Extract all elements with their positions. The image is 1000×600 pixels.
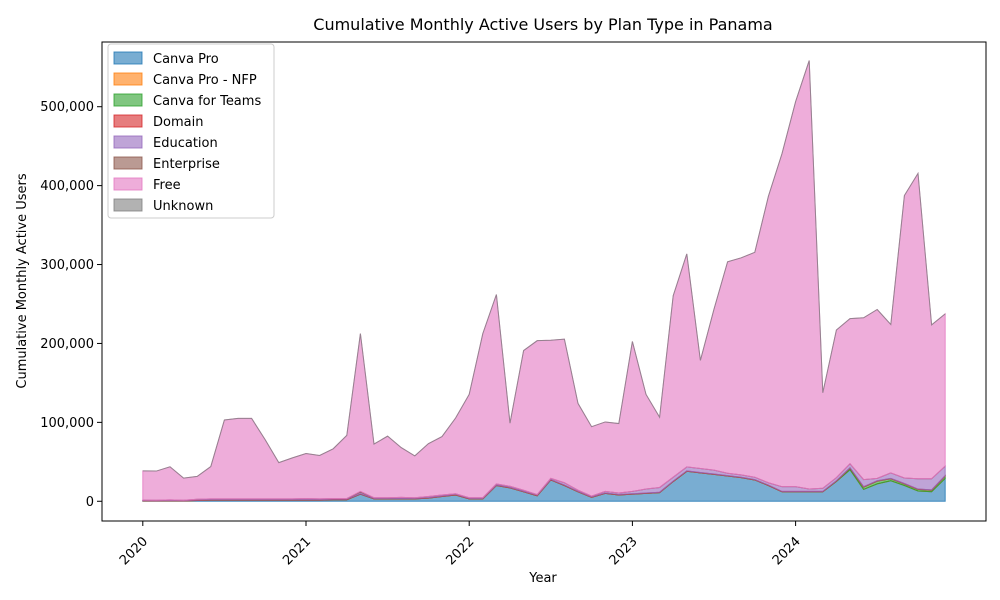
legend-swatch	[113, 177, 143, 191]
legend-swatch	[113, 51, 143, 65]
x-axis-title: Year	[528, 571, 557, 586]
legend-swatch	[113, 114, 143, 128]
y-tick-label: 400,000	[40, 179, 94, 194]
y-axis-title: Cumulative Monthly Active Users	[15, 173, 30, 388]
legend-label: Canva Pro - NFP	[153, 73, 257, 88]
legend-swatch	[113, 156, 143, 170]
legend-label: Education	[153, 136, 218, 151]
legend-box	[107, 43, 275, 219]
plot-frame	[101, 41, 987, 522]
areas-layer	[142, 60, 946, 502]
legend-label: Canva for Teams	[153, 94, 261, 109]
y-tick-label: 300,000	[40, 258, 94, 273]
y-axis: 0 100,000 200,000 300,000 400,000 500,000	[40, 100, 102, 510]
chart-title: Cumulative Monthly Active Users by Plan …	[313, 15, 772, 34]
legend-label: Free	[153, 178, 181, 193]
y-tick-label: 100,000	[40, 416, 94, 431]
y-tick-label: 0	[86, 495, 94, 510]
legend-label: Enterprise	[153, 157, 220, 172]
y-tick-label: 200,000	[40, 337, 94, 352]
legend-label: Domain	[153, 115, 203, 130]
legend-swatch	[113, 135, 143, 149]
legend-swatch	[113, 198, 143, 212]
area-unknown	[142, 60, 946, 479]
y-tick-label: 500,000	[40, 100, 94, 115]
legend-swatch	[113, 93, 143, 107]
legend-swatch	[113, 72, 143, 86]
legend: Canva Pro Canva Pro - NFP Canva for Teams D…	[107, 43, 275, 219]
legend-label: Canva Pro	[153, 52, 219, 67]
legend-label: Unknown	[153, 199, 213, 214]
